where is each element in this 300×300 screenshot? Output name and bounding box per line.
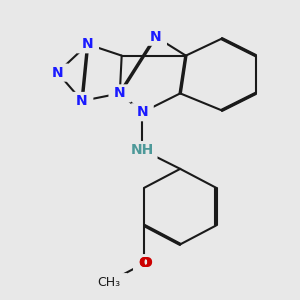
FancyBboxPatch shape	[109, 84, 131, 102]
FancyBboxPatch shape	[144, 28, 167, 46]
Text: N: N	[76, 94, 88, 108]
FancyBboxPatch shape	[135, 254, 153, 272]
Text: O: O	[138, 256, 150, 270]
FancyBboxPatch shape	[76, 35, 99, 53]
FancyBboxPatch shape	[133, 254, 156, 272]
Text: O: O	[140, 256, 152, 270]
Text: N: N	[136, 105, 148, 119]
Text: O: O	[138, 256, 150, 270]
Text: N: N	[150, 30, 161, 44]
FancyBboxPatch shape	[90, 273, 128, 291]
Text: CH₃: CH₃	[97, 276, 120, 289]
Text: N: N	[52, 66, 63, 80]
FancyBboxPatch shape	[128, 141, 158, 159]
FancyBboxPatch shape	[46, 64, 69, 82]
FancyBboxPatch shape	[71, 92, 93, 110]
Text: NH: NH	[131, 143, 154, 157]
FancyBboxPatch shape	[131, 103, 154, 121]
Text: N: N	[114, 86, 126, 100]
Text: N: N	[82, 37, 94, 51]
